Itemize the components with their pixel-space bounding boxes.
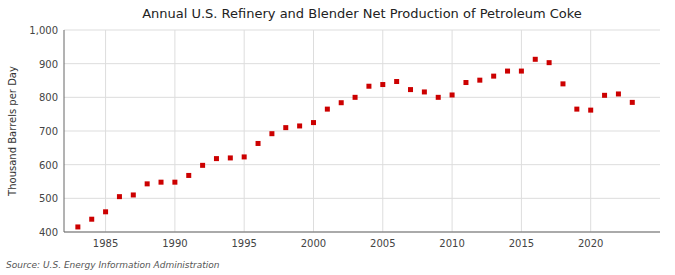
y-tick-label: 700 (39, 126, 58, 137)
point (311, 120, 316, 125)
source: Source: U.S. Energy Information Administ… (6, 260, 220, 270)
point (159, 180, 164, 185)
x-tick-label: 2010 (439, 238, 464, 249)
point (560, 81, 565, 86)
y-tick-label: 600 (39, 160, 58, 171)
y-tick-label: 400 (39, 227, 58, 238)
y-tick-label: 900 (39, 59, 58, 70)
point (117, 194, 122, 199)
x-grid-line (244, 30, 245, 232)
point (131, 192, 136, 197)
y-grid-line (64, 30, 660, 31)
point (89, 217, 94, 222)
y-axis-label: Thousand Barrels per Day (7, 66, 18, 197)
point (214, 156, 219, 161)
x-grid-line (174, 30, 175, 232)
x-grid-line (521, 30, 522, 232)
y-grid-line (64, 97, 660, 98)
y-grid-line (64, 198, 660, 199)
point (200, 163, 205, 168)
x-tick-label: 2000 (301, 238, 326, 249)
point (256, 141, 261, 146)
point (408, 87, 413, 92)
point (353, 95, 358, 100)
point (491, 74, 496, 79)
point (283, 125, 288, 130)
points (75, 57, 634, 230)
point (228, 155, 233, 160)
point (145, 181, 150, 186)
point (574, 107, 579, 112)
point (450, 92, 455, 97)
point (394, 79, 399, 84)
point (422, 89, 427, 94)
point (380, 82, 385, 87)
point (172, 180, 177, 185)
point (533, 57, 538, 62)
x-grid-line (313, 30, 314, 232)
point (616, 91, 621, 96)
y-tick-label: 1,000 (29, 25, 58, 36)
point (477, 78, 482, 83)
point (547, 60, 552, 65)
x-tick-label: 1995 (231, 238, 256, 249)
y-axis-line (64, 30, 65, 232)
y-grid-line (64, 63, 660, 64)
point (588, 108, 593, 113)
point (630, 100, 635, 105)
y-tick-label: 500 (39, 193, 58, 204)
point (75, 224, 80, 229)
point (602, 93, 607, 98)
x-grid-line (590, 30, 591, 232)
x-tick-label: 1985 (93, 238, 118, 249)
x-axis-line (64, 232, 660, 233)
x-tick-label: 2005 (370, 238, 395, 249)
point (242, 154, 247, 159)
x-grid-line (382, 30, 383, 232)
x-tick-label: 2020 (578, 238, 603, 249)
point (505, 69, 510, 74)
point (366, 84, 371, 89)
x-tick-label: 1990 (162, 238, 187, 249)
y-grid-line (64, 164, 660, 165)
point (436, 95, 441, 100)
point (325, 107, 330, 112)
y-grid-line (64, 232, 660, 233)
x-grid-line (105, 30, 106, 232)
point (269, 131, 274, 136)
y-grid-line (64, 131, 660, 132)
title: Annual U.S. Refinery and Blender Net Pro… (142, 6, 582, 21)
x-grid-line (452, 30, 453, 232)
grid (64, 30, 660, 232)
point (297, 123, 302, 128)
point (186, 173, 191, 178)
point (519, 69, 524, 74)
point (339, 100, 344, 105)
point (103, 209, 108, 214)
y-tick-label: 800 (39, 92, 58, 103)
point (463, 80, 468, 85)
x-tick-label: 2015 (509, 238, 534, 249)
chart: Annual U.S. Refinery and Blender Net Pro… (0, 0, 675, 275)
